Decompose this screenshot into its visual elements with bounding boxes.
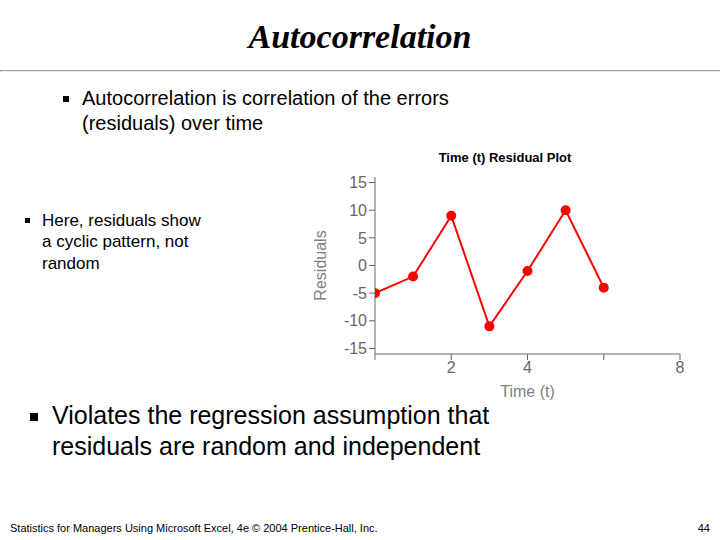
svg-text:5: 5 xyxy=(358,230,367,247)
html-text:Time (t) Residual Plot: Time (t) Residual Plot xyxy=(438,150,572,165)
svg-text:2: 2 xyxy=(447,359,456,376)
html-text:Statistics for Managers Using: Statistics for Managers Using Microsoft … xyxy=(10,522,378,534)
svg-text:8: 8 xyxy=(676,359,685,376)
html-text:Autocorrelation is correlation: Autocorrelation is correlation of the er… xyxy=(82,87,449,109)
html-text:(residuals) over time: (residuals) over time xyxy=(82,112,264,134)
svg-text:Residuals: Residuals xyxy=(312,230,329,300)
svg-text:-10: -10 xyxy=(344,312,367,329)
svg-text:0: 0 xyxy=(358,257,367,274)
html-text:residuals are random and indep: residuals are random and independent xyxy=(52,432,481,461)
html-text:a cyclic pattern, not: a cyclic pattern, not xyxy=(42,232,189,252)
svg-text:15: 15 xyxy=(349,174,367,191)
svg-text:-15: -15 xyxy=(344,340,367,357)
svg-text:-5: -5 xyxy=(353,285,367,302)
html-text:44: 44 xyxy=(697,522,710,534)
html-text:Autocorrelation: Autocorrelation xyxy=(248,18,472,55)
svg-text:Time (t): Time (t) xyxy=(500,383,555,400)
svg-text:10: 10 xyxy=(349,202,367,219)
html-text:random: random xyxy=(42,253,100,273)
svg-text:4: 4 xyxy=(523,359,532,376)
html-text:Violates the regression assump: Violates the regression assumption that xyxy=(52,401,490,429)
html-text:Here, residuals show: Here, residuals show xyxy=(42,211,201,230)
